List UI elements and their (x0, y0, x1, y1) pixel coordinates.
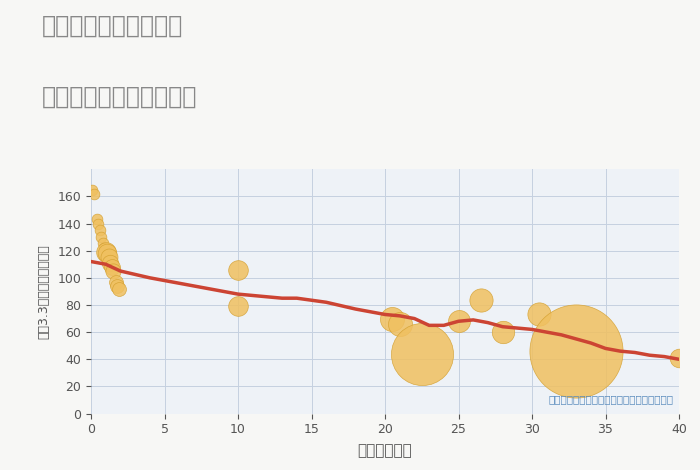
Point (94, 227, 106, 234)
Point (111, 278, 122, 286)
Point (88, 190, 99, 197)
Point (108, 267, 119, 275)
Point (106, 263, 117, 271)
Point (416, 350, 427, 358)
Point (97, 239, 108, 246)
Point (570, 347, 582, 355)
Point (394, 320, 405, 328)
X-axis label: 築年数（年）: 築年数（年） (358, 443, 412, 458)
Y-axis label: 坪（3.3㎡）単価（万円）: 坪（3.3㎡）単価（万円） (38, 244, 50, 339)
Text: 埼玉県川口市前上町の: 埼玉県川口市前上町の (42, 14, 183, 38)
Point (91, 216, 102, 223)
Point (497, 329, 508, 336)
Point (232, 266, 244, 274)
Point (386, 315, 398, 322)
Point (113, 285, 125, 292)
Point (104, 259, 116, 266)
Text: 築年数別中古戸建て価格: 築年数別中古戸建て価格 (42, 85, 197, 109)
Point (534, 311, 545, 318)
Point (102, 250, 113, 257)
Point (453, 318, 464, 325)
Text: 円の大きさは、取引のあった物件面積を示す: 円の大きさは、取引のあった物件面積を示す (548, 394, 673, 404)
Point (100, 248, 111, 256)
Point (103, 254, 114, 261)
Point (99, 244, 110, 252)
Point (96, 233, 107, 241)
Point (87, 186, 98, 193)
Point (112, 282, 123, 290)
Point (232, 303, 244, 310)
Point (92, 220, 104, 227)
Point (673, 354, 685, 362)
Point (475, 296, 486, 303)
